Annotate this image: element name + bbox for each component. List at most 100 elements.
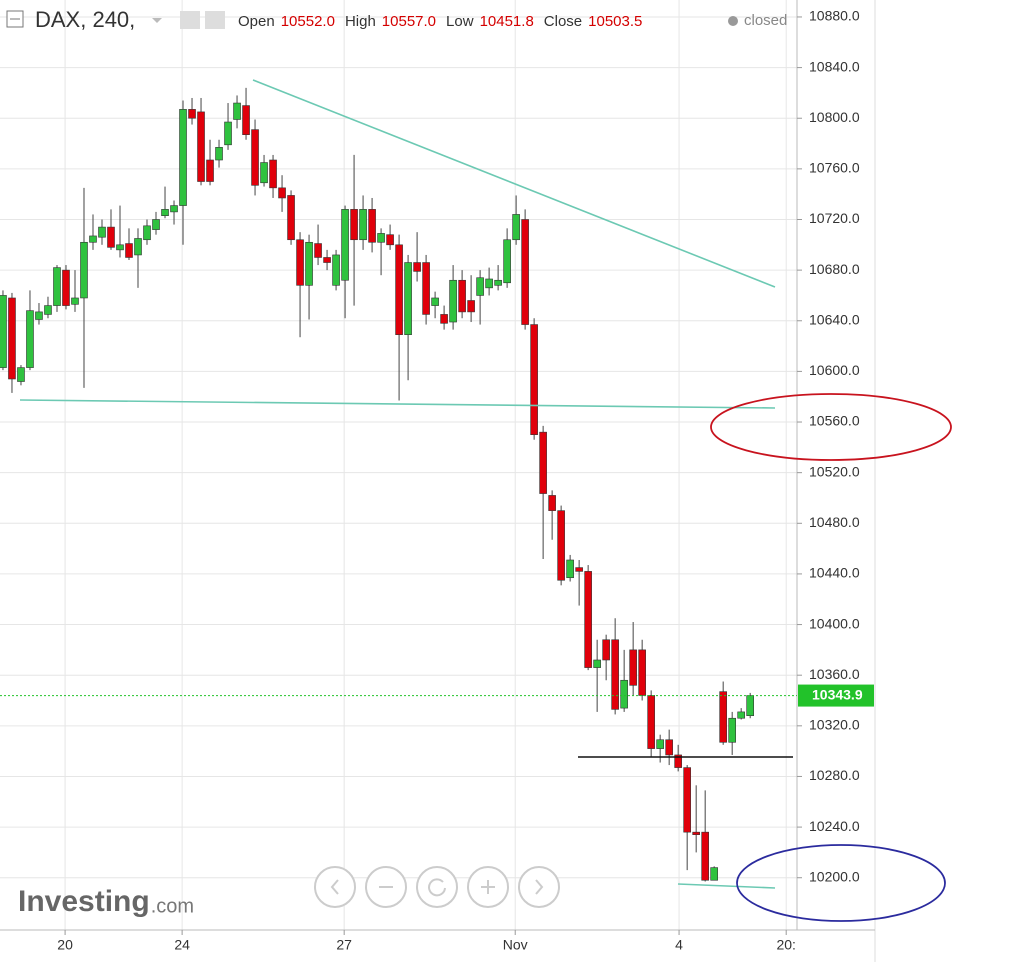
candle-body bbox=[197, 111, 205, 182]
candle-body bbox=[368, 209, 376, 243]
x-tick-label: 20: bbox=[776, 937, 795, 953]
candle-body bbox=[440, 314, 448, 324]
y-tick-label: 10360.0 bbox=[809, 666, 860, 682]
candle-body bbox=[80, 241, 88, 299]
candle-body bbox=[260, 162, 268, 184]
candle-body bbox=[188, 109, 196, 119]
candle-body bbox=[98, 226, 106, 238]
candle-body bbox=[575, 567, 583, 572]
readout-value: 10503.5 bbox=[588, 13, 642, 30]
readout: Open 10552.0 High 10557.0 Low 10451.8 Close 105… bbox=[238, 13, 642, 30]
candle-body bbox=[431, 297, 439, 306]
candle-body bbox=[224, 121, 232, 146]
y-tick-label: 10520.0 bbox=[809, 463, 860, 479]
y-tick-label: 10400.0 bbox=[809, 615, 860, 631]
candle-body bbox=[8, 297, 16, 380]
candle-body bbox=[386, 234, 394, 246]
candle-body bbox=[485, 278, 493, 289]
candles bbox=[0, 87, 754, 882]
candle-body bbox=[296, 239, 304, 286]
candle-body bbox=[719, 691, 727, 743]
candle-body bbox=[449, 279, 457, 323]
reset[interactable] bbox=[416, 866, 458, 908]
x-tick-label: Nov bbox=[503, 937, 528, 953]
readout-value: 10451.8 bbox=[480, 13, 534, 30]
highlight-ellipse bbox=[736, 844, 946, 922]
candle-body bbox=[521, 219, 529, 325]
candle-body bbox=[530, 324, 538, 435]
scroll-right[interactable] bbox=[518, 866, 560, 908]
candle-body bbox=[305, 241, 313, 286]
y-tick-label: 10320.0 bbox=[809, 717, 860, 733]
candle-body bbox=[323, 257, 331, 263]
y-tick-label: 10720.0 bbox=[809, 210, 860, 226]
candle-body bbox=[116, 244, 124, 251]
x-tick-label: 24 bbox=[174, 937, 190, 953]
candle-body bbox=[656, 739, 664, 749]
candle-body bbox=[629, 649, 637, 686]
y-tick-label: 10640.0 bbox=[809, 311, 860, 327]
candle-body bbox=[467, 300, 475, 313]
y-tick-label: 10800.0 bbox=[809, 109, 860, 125]
candle-body bbox=[539, 431, 547, 494]
readout-label: Low bbox=[446, 13, 474, 30]
last-price-label: 10343.9 bbox=[812, 686, 863, 702]
y-tick-label: 10840.0 bbox=[809, 58, 860, 74]
y-tick-label: 10280.0 bbox=[809, 767, 860, 783]
candle-body bbox=[593, 659, 601, 668]
highlight-ellipse bbox=[710, 393, 952, 461]
candle-body bbox=[647, 695, 655, 749]
status-dot bbox=[728, 16, 738, 26]
candle-body bbox=[242, 105, 250, 135]
candle-body bbox=[44, 305, 52, 315]
watermark: Investing bbox=[18, 885, 150, 918]
candle-body bbox=[152, 219, 160, 230]
candle-body bbox=[737, 711, 745, 719]
last-price-box bbox=[798, 684, 874, 707]
candle-body bbox=[620, 679, 628, 709]
candle-body bbox=[89, 235, 97, 243]
y-tick-label: 10760.0 bbox=[809, 160, 860, 176]
support-line bbox=[677, 883, 776, 889]
candle-body bbox=[35, 311, 43, 320]
candle-body bbox=[143, 225, 151, 241]
support-line bbox=[19, 399, 776, 409]
candle-body bbox=[557, 510, 565, 581]
settings-icon[interactable] bbox=[205, 11, 225, 29]
candle-body bbox=[476, 277, 484, 296]
settings-icon[interactable] bbox=[180, 11, 200, 29]
watermark-suffix: .com bbox=[151, 895, 194, 917]
y-tick-label: 10600.0 bbox=[809, 362, 860, 378]
candle-body bbox=[665, 739, 673, 756]
candle-body bbox=[404, 262, 412, 335]
candle-body bbox=[602, 639, 610, 661]
candle-body bbox=[134, 238, 142, 256]
candle-body bbox=[278, 187, 286, 199]
candle-body bbox=[251, 129, 259, 186]
candle-body bbox=[710, 867, 718, 881]
candle-body bbox=[125, 243, 133, 258]
candle-body bbox=[170, 205, 178, 213]
candle-body bbox=[503, 239, 511, 284]
scroll-left[interactable] bbox=[314, 866, 356, 908]
candle-body bbox=[71, 297, 79, 305]
dropdown[interactable] bbox=[152, 18, 162, 23]
readout-label: Open bbox=[238, 13, 275, 30]
symbol: DAX, 240, bbox=[35, 7, 135, 32]
candle-body bbox=[179, 109, 187, 206]
nav-buttons bbox=[314, 866, 560, 908]
candle-body bbox=[566, 559, 574, 579]
candle-body bbox=[611, 639, 619, 710]
candle-body bbox=[233, 102, 241, 120]
readout-value: 10552.0 bbox=[281, 13, 335, 30]
candle-body bbox=[638, 649, 646, 696]
readout-label: Close bbox=[544, 13, 582, 30]
y-tick-label: 10240.0 bbox=[809, 818, 860, 834]
drawings bbox=[19, 79, 793, 889]
y-tick-label: 10480.0 bbox=[809, 514, 860, 530]
candle-body bbox=[413, 262, 421, 272]
candle-body bbox=[332, 254, 340, 286]
